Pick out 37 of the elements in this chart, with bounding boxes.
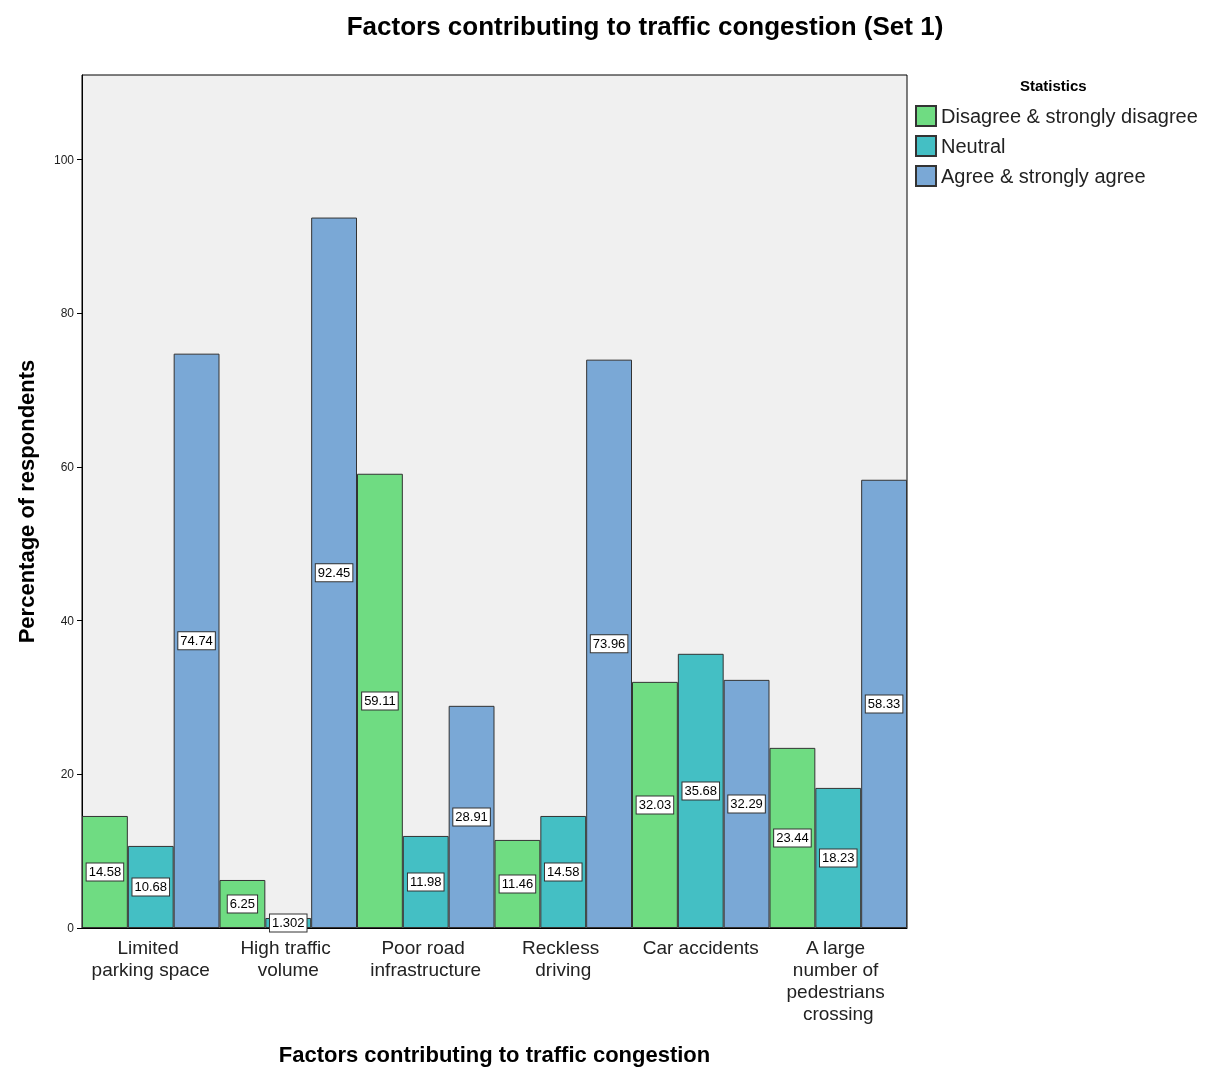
data-label: 59.11 xyxy=(364,693,396,709)
legend-title: Statistics xyxy=(1020,77,1087,94)
chart-title: Factors contributing to traffic congestion (Set 1) xyxy=(346,11,944,41)
data-label: 1.302 xyxy=(271,915,305,931)
x-tick-label: Car accidents xyxy=(642,936,759,958)
x-tick-label: A large number of pedestrians crossing xyxy=(786,936,891,1024)
y-tick-label: 100 xyxy=(53,152,75,167)
data-label: 14.58 xyxy=(546,864,580,880)
legend-label: Neutral xyxy=(941,135,1006,157)
data-label: 32.03 xyxy=(638,797,672,813)
data-label: 92.45 xyxy=(317,565,351,581)
data-label: 11.46 xyxy=(501,876,534,892)
data-label: 58.33 xyxy=(867,696,901,712)
y-axis-title: Percentage of respondents xyxy=(13,359,39,644)
x-tick-label: High traffic volume xyxy=(240,936,337,980)
y-tick-label: 80 xyxy=(60,306,75,321)
data-label: 18.23 xyxy=(821,850,855,866)
data-label: 23.44 xyxy=(776,830,809,846)
data-label: 10.68 xyxy=(134,879,168,895)
x-tick-label: Reckless driving xyxy=(522,936,605,980)
data-label: 32.29 xyxy=(730,796,763,812)
data-label: 14.58 xyxy=(88,864,122,880)
legend-label: Agree & strongly agree xyxy=(941,165,1146,187)
data-label: 35.68 xyxy=(684,783,718,799)
x-tick-label: Poor road infrastructure xyxy=(370,936,482,980)
y-tick-label: 60 xyxy=(60,459,75,474)
data-label: 74.74 xyxy=(180,633,213,649)
data-label: 28.91 xyxy=(455,809,488,825)
data-label: 73.96 xyxy=(592,636,626,652)
x-tick-label: Limited parking space xyxy=(91,936,210,980)
data-label: 11.98 xyxy=(409,874,442,890)
legend-label: Disagree & strongly disagree xyxy=(941,105,1198,127)
y-tick-label: 20 xyxy=(60,767,75,782)
y-tick-label: 0 xyxy=(67,921,75,935)
x-axis-title: Factors contributing to traffic congestion xyxy=(278,1041,711,1067)
data-label: 6.25 xyxy=(229,896,256,912)
y-tick-label: 40 xyxy=(60,613,75,628)
